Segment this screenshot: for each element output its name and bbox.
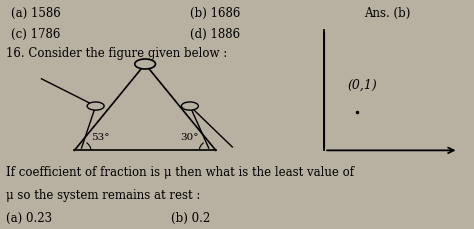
Text: 30°: 30° — [181, 133, 199, 142]
Text: (c) 1786: (c) 1786 — [11, 27, 60, 40]
Text: (b) 0.2: (b) 0.2 — [171, 211, 210, 224]
Circle shape — [87, 103, 104, 111]
Circle shape — [182, 103, 198, 111]
Circle shape — [135, 60, 155, 70]
Text: 16. Consider the figure given below :: 16. Consider the figure given below : — [6, 47, 228, 60]
Text: Ans. (b): Ans. (b) — [364, 7, 410, 20]
Text: (b) 1686: (b) 1686 — [190, 7, 240, 20]
Text: If coefficient of fraction is μ then what is the least value of: If coefficient of fraction is μ then wha… — [6, 165, 354, 178]
Text: (d) 1886: (d) 1886 — [190, 27, 240, 40]
Text: μ so the system remains at rest :: μ so the system remains at rest : — [6, 188, 201, 201]
Text: (0,1): (0,1) — [348, 79, 377, 92]
Text: (a) 1586: (a) 1586 — [11, 7, 61, 20]
Text: (a) 0.23: (a) 0.23 — [6, 211, 52, 224]
Text: 53°: 53° — [91, 133, 109, 142]
